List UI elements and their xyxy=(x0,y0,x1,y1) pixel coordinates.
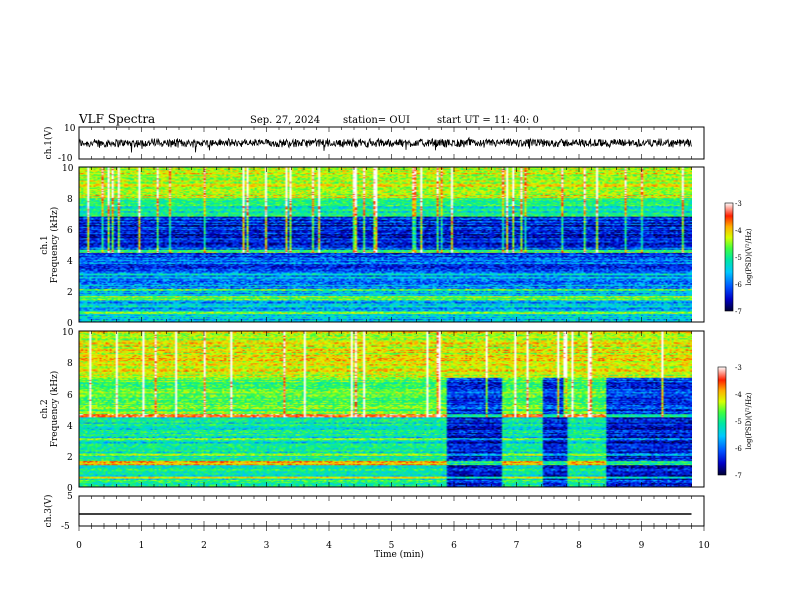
ch1-waveform-panel: 10 -10 ch.1(V) xyxy=(43,124,705,164)
x-tick-label: 1 xyxy=(139,541,145,551)
x-tick-label: 7 xyxy=(514,541,520,551)
ch2-spec-ytick-0: 0 xyxy=(67,484,73,494)
cb1-label: log(PSD)(V²/Hz) xyxy=(745,228,753,285)
ch2-spec-ytick-10: 10 xyxy=(62,328,74,338)
x-tick-labels: 0 1 2 3 4 5 6 7 8 9 10 xyxy=(76,541,710,551)
x-tick-label: 9 xyxy=(639,541,645,551)
cb1-tick-m5: -5 xyxy=(735,254,742,262)
cb2-tick-m6: -6 xyxy=(735,445,742,453)
ch2-colorbar: -3 -4 -5 -6 -7 log(PSD)(V²/Hz) xyxy=(717,364,753,480)
x-tick-label: 10 xyxy=(698,541,710,551)
ch3-ytick-m5: -5 xyxy=(61,522,70,532)
ch2-spec-ylabel-frequency: Frequency (kHz) xyxy=(49,371,60,448)
ch3-ytick-5: 5 xyxy=(67,492,73,502)
cb2-tick-m7: -7 xyxy=(735,472,742,480)
cb1-tick-m6: -6 xyxy=(735,281,742,289)
ch2-spectrogram-panel: 10 8 6 4 2 0 ch.2 Frequency (kHz) xyxy=(40,328,705,494)
ch1-spectrogram-image xyxy=(79,167,692,322)
ch1-spec-ytick-10: 10 xyxy=(62,164,74,174)
ch2-spec-ytick-6: 6 xyxy=(67,391,73,401)
ch2-spec-ytick-4: 4 xyxy=(67,422,73,432)
cb2-tick-m5: -5 xyxy=(735,418,742,426)
station-label: station= OUI xyxy=(343,115,410,126)
x-tick-label: 6 xyxy=(451,541,457,551)
cb1-tick-m3: -3 xyxy=(735,200,742,208)
x-tick-label: 5 xyxy=(389,541,395,551)
ch3-ylabel: ch.3(V) xyxy=(43,495,54,528)
cb2-tick-m4: -4 xyxy=(735,391,742,399)
x-tick-label: 4 xyxy=(326,541,332,551)
ch1-spec-ytick-8: 8 xyxy=(67,195,73,205)
ch2-spectrogram-image xyxy=(79,331,692,487)
x-tick-label: 8 xyxy=(576,541,582,551)
x-tick-label: 2 xyxy=(201,541,207,551)
ch1-spectrogram-panel: 10 8 6 4 2 0 ch.1 Frequency (kHz) xyxy=(40,164,705,329)
ch1-colorbar: -3 -4 -5 -6 -7 log(PSD)(V²/Hz) xyxy=(724,200,753,316)
ch2-spec-ylabel-channel: ch.2 xyxy=(40,399,50,418)
cb2-tick-m3: -3 xyxy=(735,364,742,372)
figure-title: VLF Spectra xyxy=(78,112,155,126)
x-tick-label: 3 xyxy=(264,541,270,551)
date-label: Sep. 27, 2024 xyxy=(250,115,320,126)
ch1-waveform-trace xyxy=(78,136,692,153)
ch1-spec-ylabel-channel: ch.1 xyxy=(40,235,50,254)
cb1-tick-m7: -7 xyxy=(735,308,742,316)
axis-ticks xyxy=(78,127,705,531)
ch2-spec-ytick-8: 8 xyxy=(67,359,73,369)
ch1-spec-ytick-2: 2 xyxy=(67,288,73,298)
cb2-label: log(PSD)(V²/Hz) xyxy=(745,392,753,449)
ch1-spec-ytick-6: 6 xyxy=(67,226,73,236)
ch1-ytick-top: 10 xyxy=(64,124,76,134)
ch1-spec-ylabel-frequency: Frequency (kHz) xyxy=(49,207,60,284)
ch1-ytick-bottom: -10 xyxy=(58,154,73,164)
ch1-ylabel: ch.1(V) xyxy=(43,127,54,160)
cb1-tick-m4: -4 xyxy=(735,227,742,235)
ch1-spec-ytick-4: 4 xyxy=(67,257,73,267)
start-time-label: start UT = 11: 40: 0 xyxy=(437,115,539,126)
ch3-waveform-panel: 5 -5 ch.3(V) xyxy=(43,492,705,532)
x-axis-title: Time (min) xyxy=(374,549,424,560)
ch1-spec-ytick-0: 0 xyxy=(67,319,73,329)
ch2-spec-ytick-2: 2 xyxy=(67,453,73,463)
x-tick-label: 0 xyxy=(76,541,82,551)
